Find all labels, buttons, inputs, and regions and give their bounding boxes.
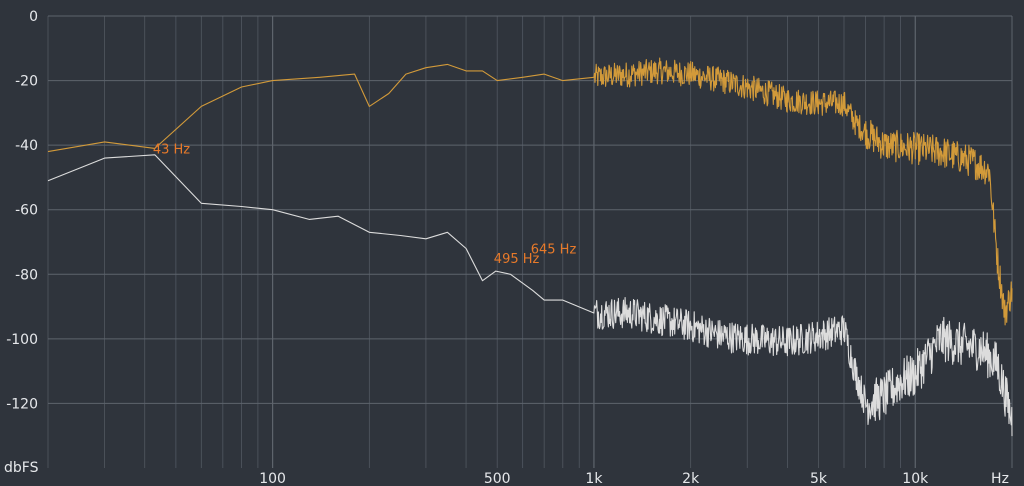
annotation-label: 43 Hz xyxy=(153,142,190,157)
x-tick-label: 500 xyxy=(484,471,511,486)
annotation-label: 495 Hz xyxy=(494,252,540,267)
y-tick-label: -60 xyxy=(15,203,38,219)
x-tick-label: 100 xyxy=(259,471,286,486)
tick-labels: 0 -20 -40 -60 -80 -100 -120 dbFS 100 500 1k 2k 5k 10k… xyxy=(4,9,1009,486)
y-tick-label: -80 xyxy=(15,267,38,283)
x-tick-label: 2k xyxy=(682,471,700,486)
x-tick-label: 1k xyxy=(585,471,603,486)
grid-lines xyxy=(47,15,1013,468)
x-axis-unit-label: Hz xyxy=(991,471,1009,486)
y-tick-label: -100 xyxy=(6,332,38,348)
x-tick-label: 10k xyxy=(902,471,929,486)
y-axis-label: dbFS xyxy=(4,460,39,476)
y-tick-label: -20 xyxy=(15,74,38,90)
x-tick-label: 5k xyxy=(810,471,828,486)
y-tick-label: -40 xyxy=(15,138,38,154)
series-line-2 xyxy=(47,154,1013,437)
series-layer xyxy=(47,57,1013,437)
y-tick-label: 0 xyxy=(29,9,38,25)
y-tick-label: -120 xyxy=(6,396,38,412)
annotation-label: 645 Hz xyxy=(531,242,577,257)
series-line-1 xyxy=(47,57,1013,326)
